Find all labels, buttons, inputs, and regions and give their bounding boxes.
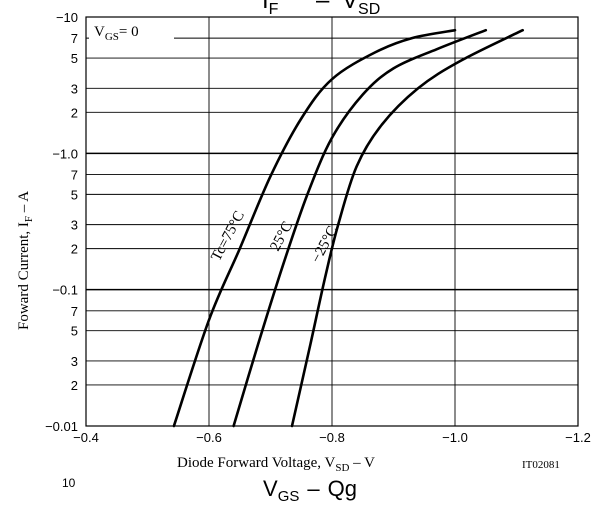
grid [86, 17, 578, 426]
y-tick-label: −10 [56, 10, 78, 25]
x-tick-label: −0.4 [73, 430, 99, 445]
curve-label-neg25c: −25°C [308, 224, 341, 266]
y-tick-labels: −10 7 5 3 2 −1.0 7 5 3 2 −0.1 7 5 3 2 −0.01 [45, 10, 78, 434]
figure-id: IT02081 [522, 459, 560, 471]
series-line-0 [172, 28, 457, 428]
title-if: IF [262, 0, 279, 18]
y-tick-label: 7 [71, 167, 78, 182]
plot-frame [85, 16, 579, 427]
x-tick-label: −0.6 [196, 430, 222, 445]
x-tick-label: −1.2 [565, 430, 591, 445]
y-axis-label: Foward Current, IF – A [16, 191, 35, 330]
data-curves [172, 28, 524, 428]
x-tick-label: −1.0 [442, 430, 468, 445]
lower-chart-title: VGS – Qg [263, 476, 357, 505]
condition-text: VGS= 0 [94, 24, 139, 43]
condition-label-bg [89, 20, 174, 42]
chart-title-partial: IF – VSD [262, 0, 380, 18]
x-tick-labels: −0.4 −0.6 −0.8 −1.0 −1.2 [73, 430, 591, 445]
y-tick-label: 2 [71, 242, 78, 257]
series-line-1 [232, 28, 488, 428]
y-tick-label: 7 [71, 31, 78, 46]
lower-chart-crop-mask [55, 488, 85, 505]
series-line-2 [290, 28, 524, 428]
y-tick-label: 5 [71, 187, 78, 202]
y-tick-label: 3 [71, 218, 78, 233]
y-tick-label: −1.0 [52, 146, 78, 161]
lower-chart-top-tick: 10 [62, 476, 76, 490]
y-tick-label: 2 [71, 105, 78, 120]
x-axis-label: Diode Forward Voltage, VSD – V [177, 455, 375, 474]
curve-label-75c: Tc=75°C [208, 208, 248, 263]
title-dash: – [316, 0, 330, 14]
title-vsd: VSD [342, 0, 380, 18]
y-tick-label: 5 [71, 324, 78, 339]
y-tick-label: 7 [71, 304, 78, 319]
y-tick-label: 5 [71, 51, 78, 66]
y-tick-label: 3 [71, 81, 78, 96]
y-tick-label: 2 [71, 378, 78, 393]
y-tick-label: 3 [71, 354, 78, 369]
y-tick-label: −0.01 [45, 419, 78, 434]
x-tick-label: −0.8 [319, 430, 345, 445]
condition-label: VGS= 0 [89, 20, 174, 43]
y-tick-label: −0.1 [52, 283, 78, 298]
